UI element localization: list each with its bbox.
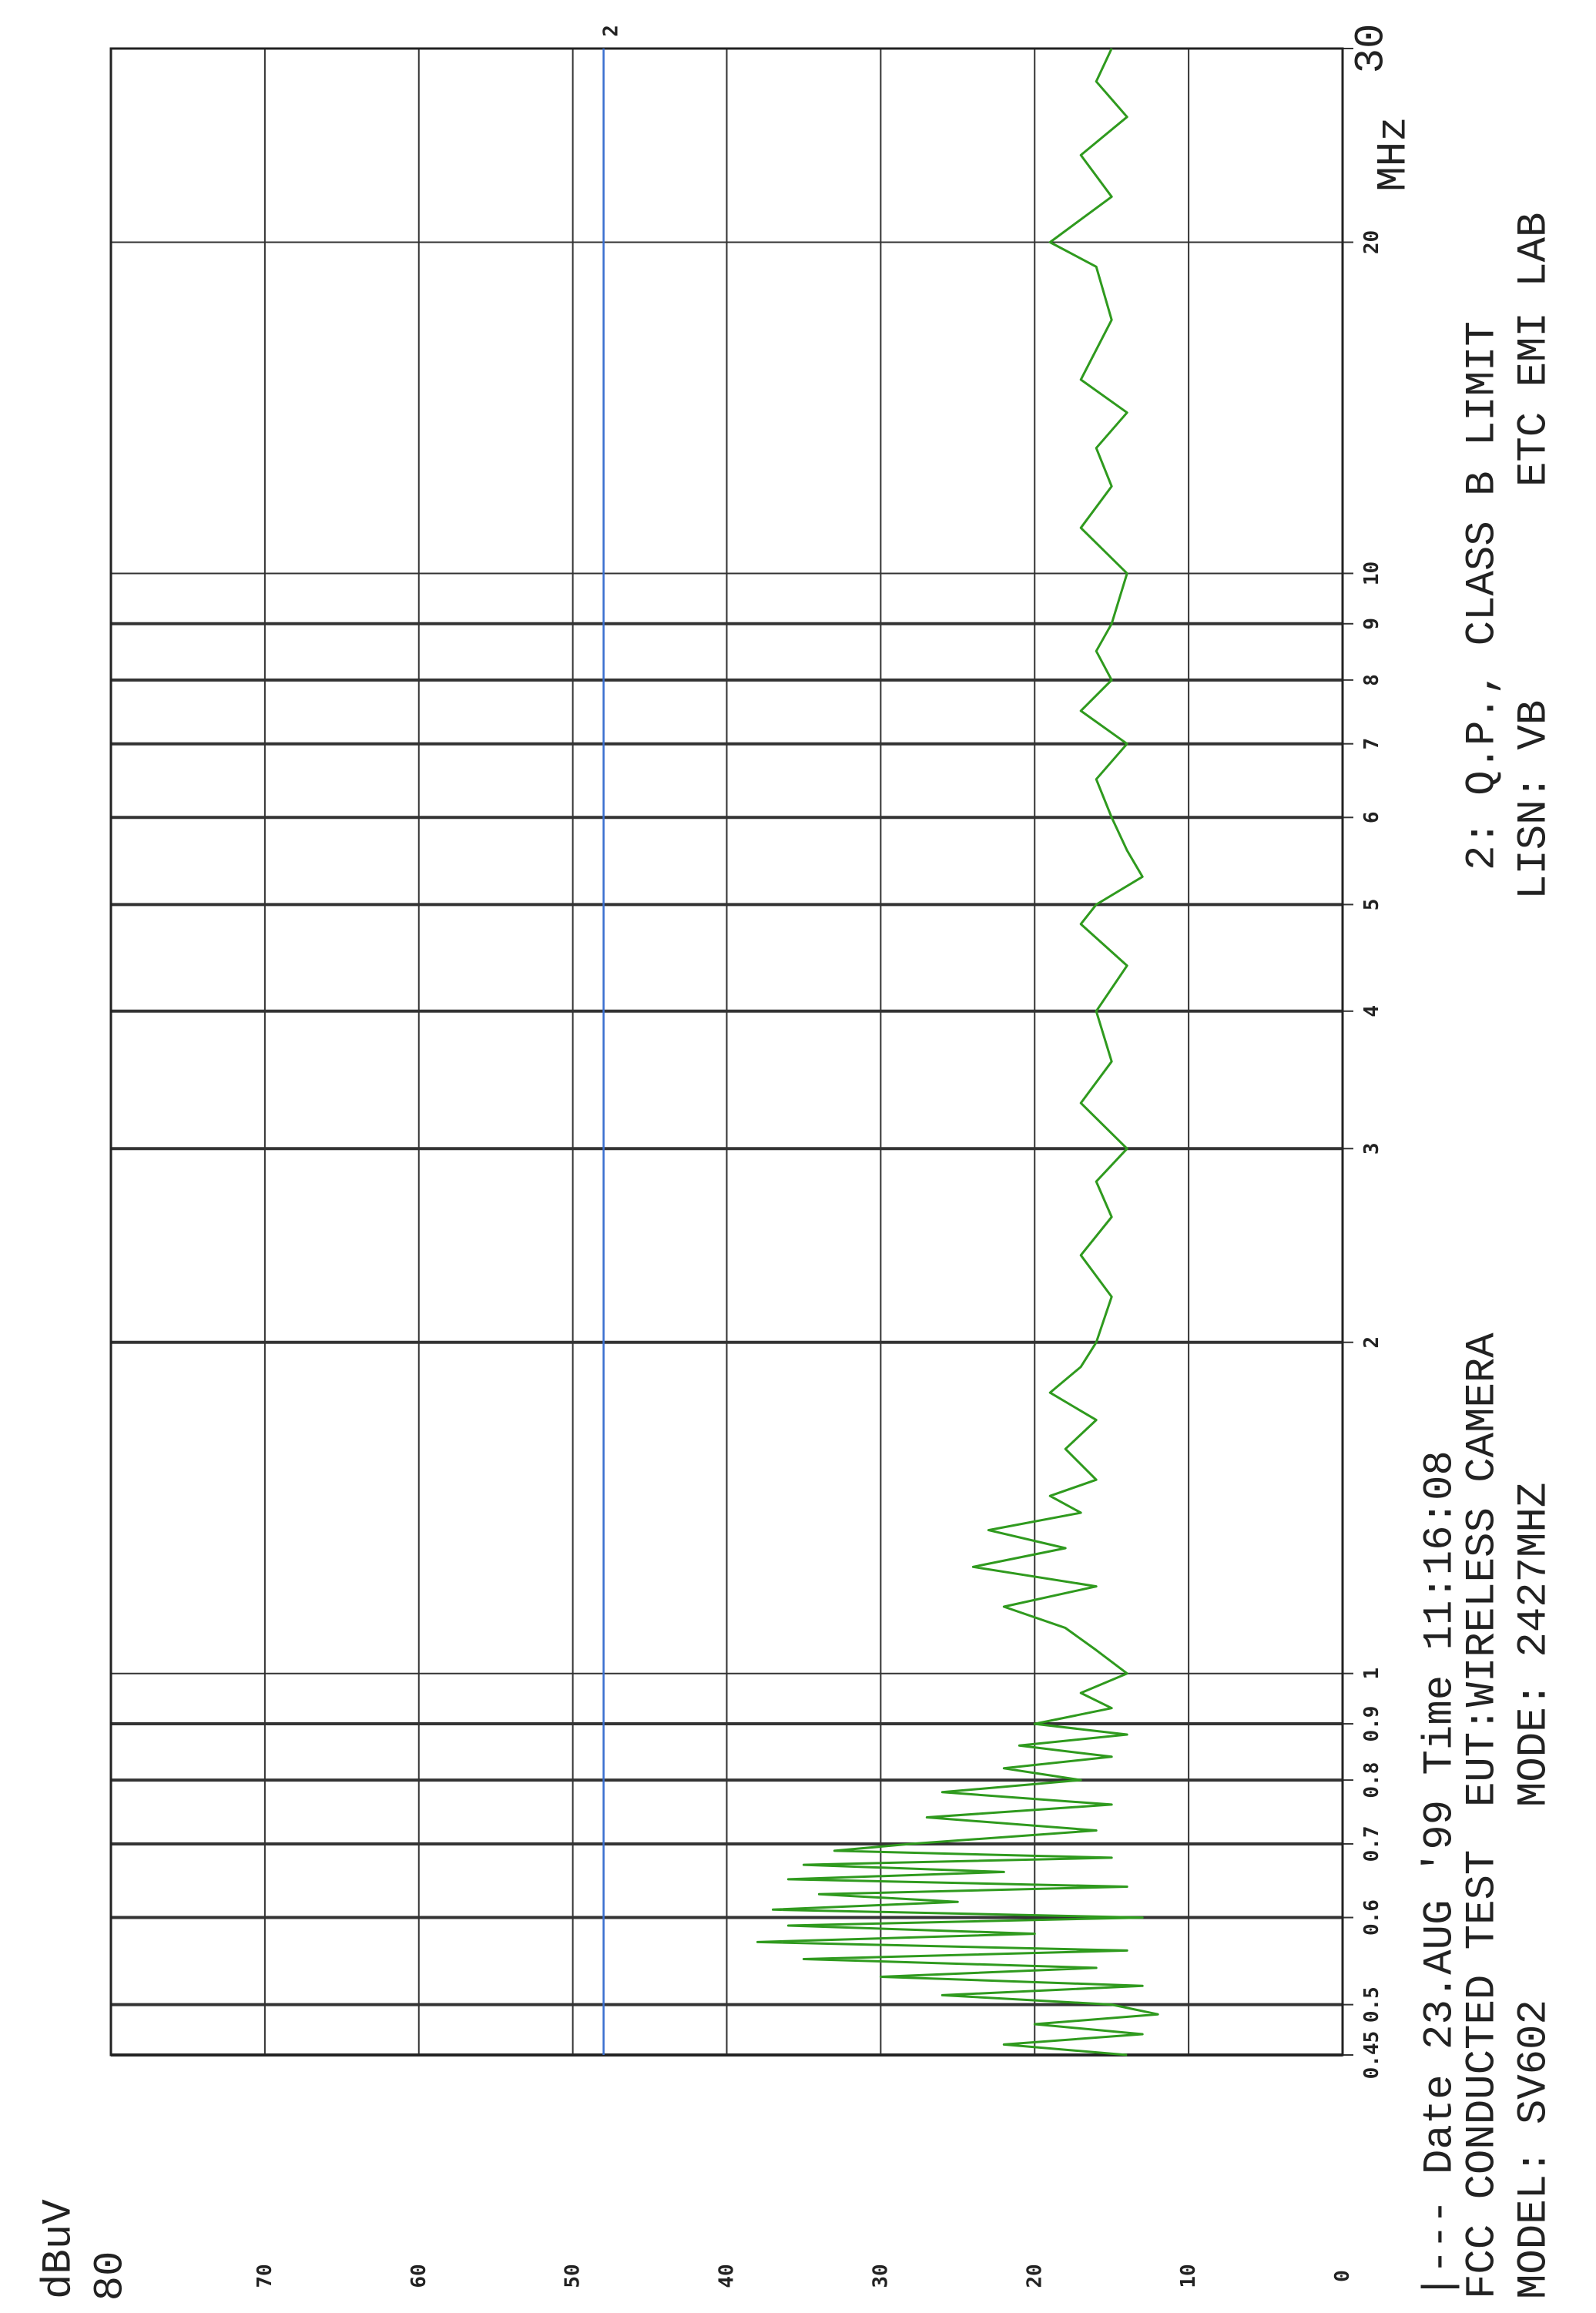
x-tick-label: 0.9 xyxy=(1360,1706,1383,1742)
x-tick-label: 0.5 xyxy=(1360,1986,1383,2023)
note: MODE: 2427MHZ xyxy=(1511,1483,1558,1807)
note: MODEL: SV602 xyxy=(1511,2000,1558,2299)
plot-frame xyxy=(109,47,1344,2057)
y-tick-label: 60 xyxy=(407,2264,431,2288)
x-tick-label: 3 xyxy=(1360,1142,1383,1155)
series-label: 2 xyxy=(600,25,623,37)
x-tick-label: 8 xyxy=(1360,674,1383,686)
x-tick-label: 0.45 xyxy=(1360,2031,1383,2080)
y-tick-label: 20 xyxy=(1023,2264,1046,2288)
x-unit-label: MHz xyxy=(1371,116,1418,191)
x-tick-label: 10 xyxy=(1360,561,1383,585)
y-tick-label: 10 xyxy=(1177,2264,1200,2288)
note: LISN: VB xyxy=(1511,700,1558,900)
x-tick-label: 0.7 xyxy=(1360,1825,1383,1862)
x-tick-label: 7 xyxy=(1360,738,1383,750)
note: EUT:WIRELESS CAMERA xyxy=(1460,1332,1507,1807)
x-tick-label: 20 xyxy=(1360,230,1383,254)
note: ETC EMI LAB xyxy=(1511,213,1558,487)
note: |--- Date 23.AUG '99 Time 11:16:08 xyxy=(1417,1450,1464,2299)
x-tick-label: 4 xyxy=(1360,1005,1383,1017)
x-tick-label: 30 xyxy=(1349,24,1396,74)
y-tick-label: 30 xyxy=(869,2264,892,2288)
y-axis-label: dBuV xyxy=(36,2199,83,2299)
x-tick-label: 9 xyxy=(1360,618,1383,630)
series-line xyxy=(756,48,1159,2057)
y-tick-label: 40 xyxy=(716,2264,739,2288)
x-tick-label: 5 xyxy=(1360,899,1383,911)
y-tick-label: 50 xyxy=(562,2264,585,2288)
y-tick-label: 70 xyxy=(253,2264,277,2288)
note: FCC CONDUCTED TEST xyxy=(1460,1850,1507,2299)
x-tick-label: 0.8 xyxy=(1360,1762,1383,1798)
x-tick-label: 0.6 xyxy=(1360,1899,1383,1936)
y-tick-label: 0 xyxy=(1331,2270,1354,2282)
x-tick-label: 2 xyxy=(1360,1336,1383,1349)
x-tick-label: 6 xyxy=(1360,811,1383,823)
note: 2: Q.P., CLASS B LIMIT xyxy=(1460,321,1507,870)
x-tick-label: 1 xyxy=(1360,1668,1383,1680)
y-tick-label: 80 xyxy=(88,2251,135,2301)
